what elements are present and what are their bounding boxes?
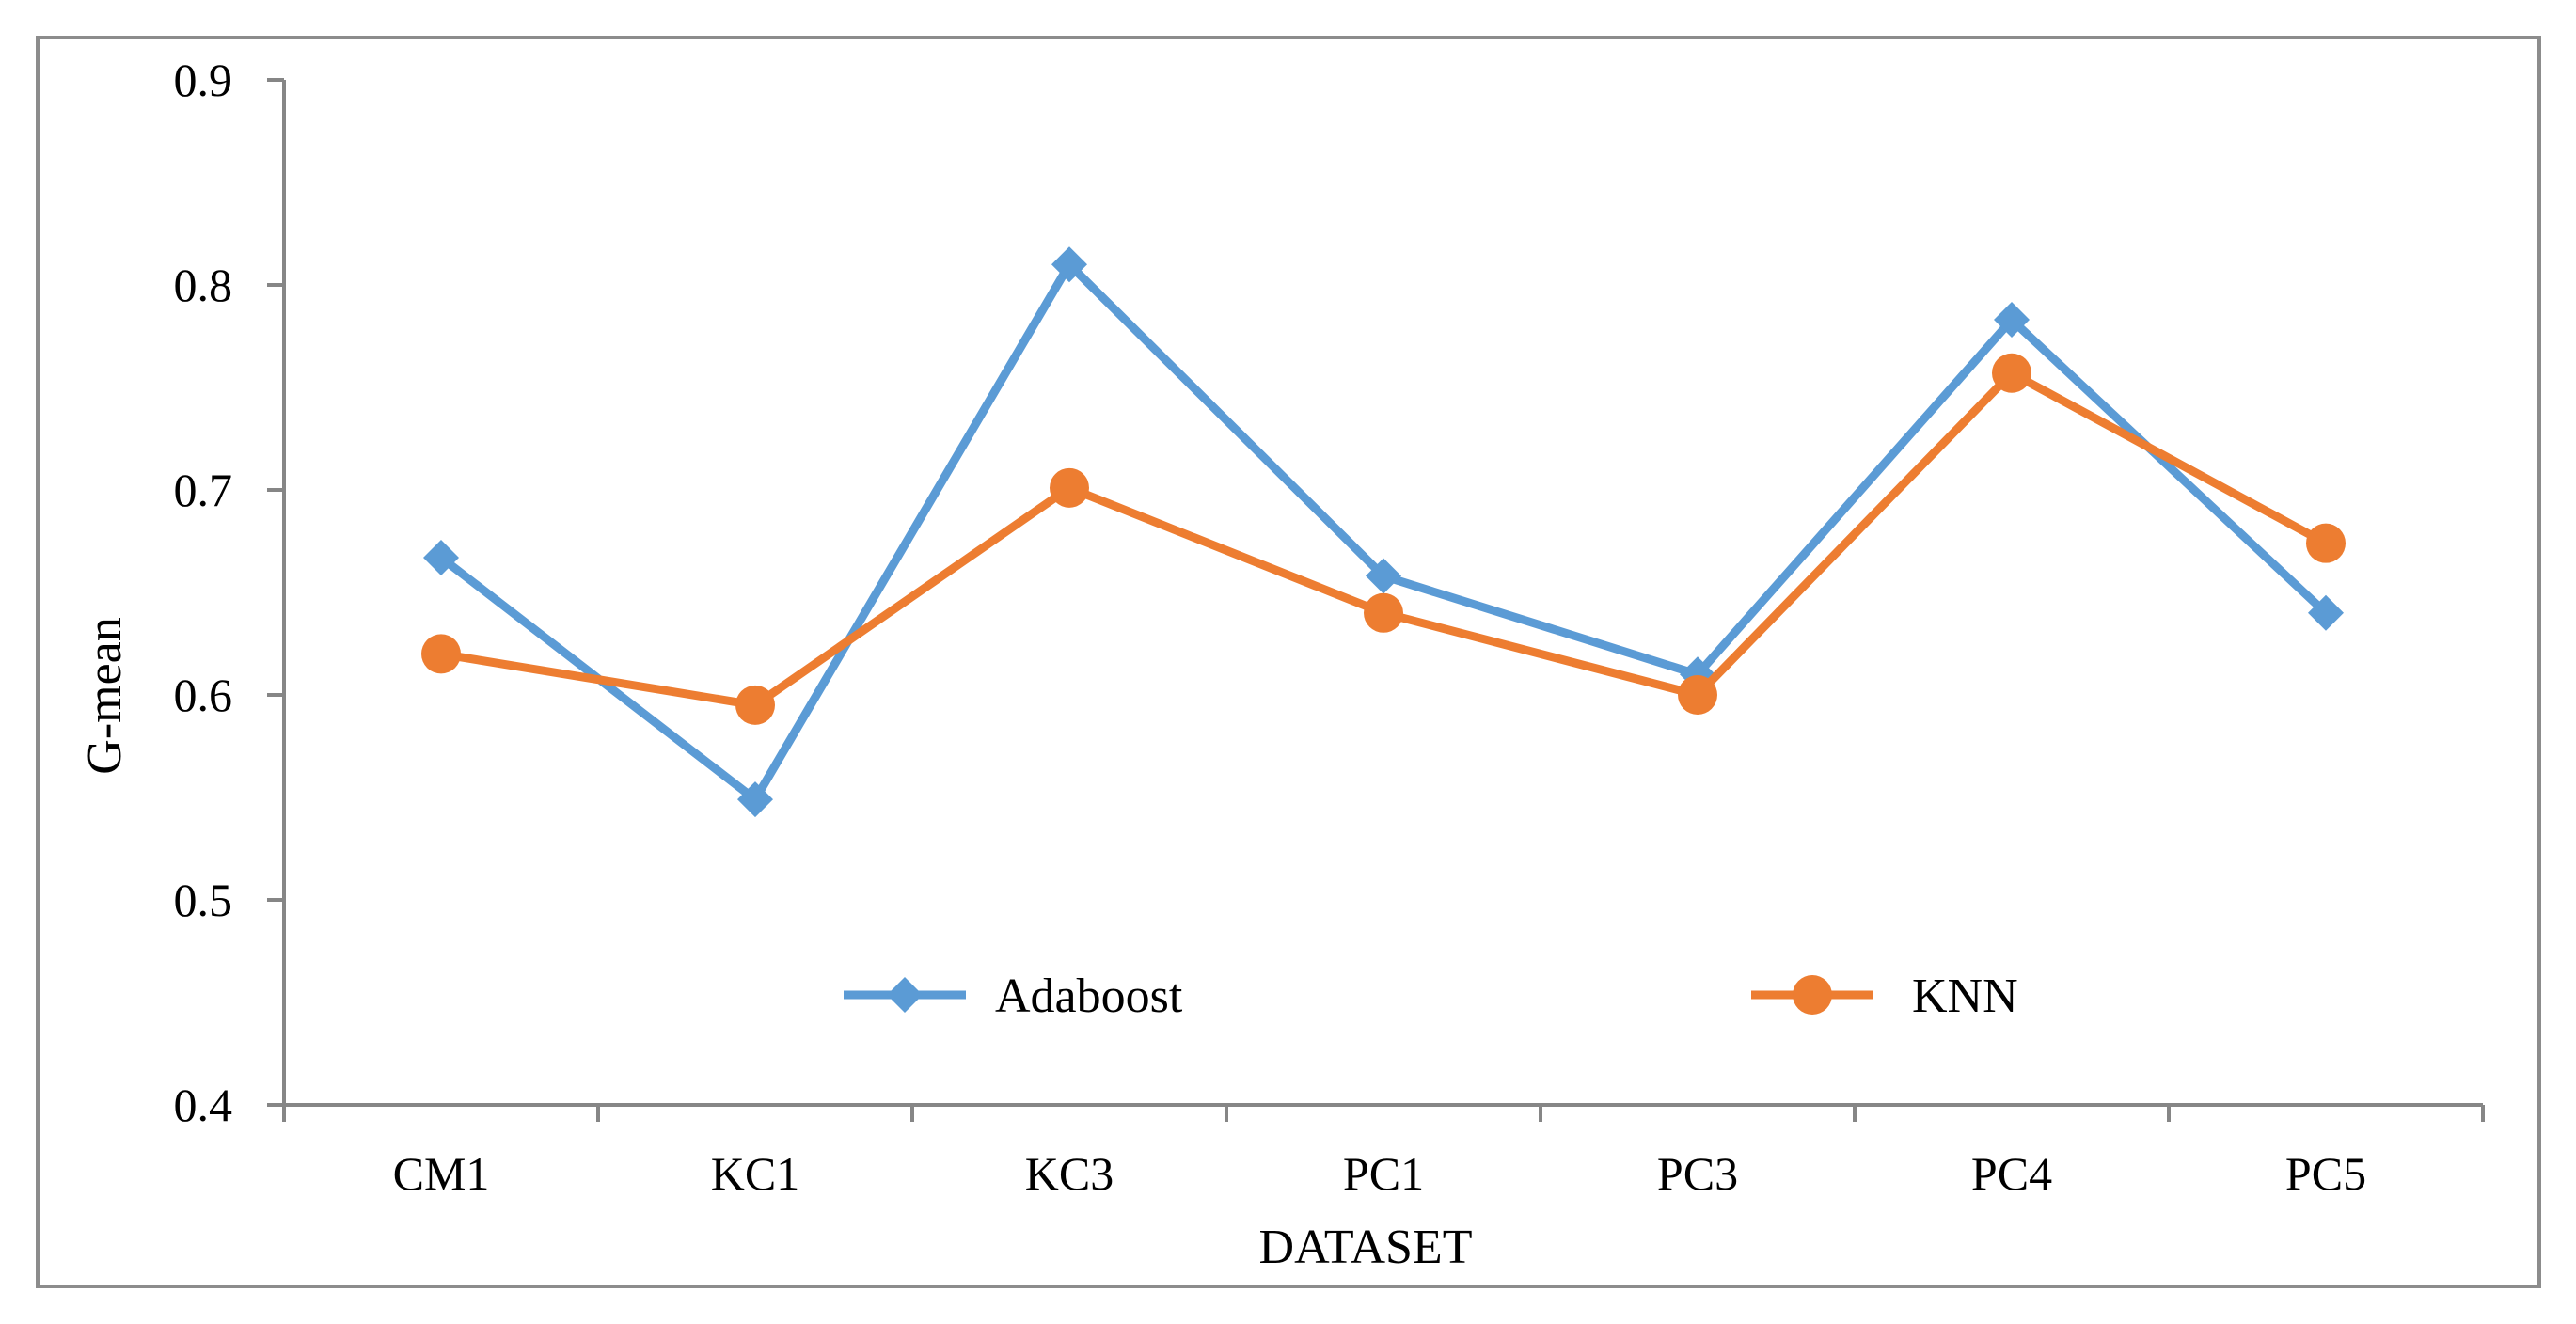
legend-marker — [887, 977, 923, 1013]
data-point-knn — [1678, 675, 1717, 715]
data-point-adaboost — [423, 539, 459, 575]
y-tick-label: 0.6 — [174, 669, 233, 721]
x-axis-title: DATASET — [1259, 1221, 1473, 1274]
data-point-adaboost — [737, 781, 773, 818]
axes: 0.4 0.5 0.6 0.7 0.8 0.9 CM1 KC1 KC3 PC1 PC3 PC4 PC5 — [174, 54, 2485, 1200]
data-point-knn — [421, 634, 461, 674]
x-tick-label: CM1 — [393, 1147, 490, 1200]
data-point-knn — [2306, 523, 2346, 563]
legend-label: Adaboost — [995, 969, 1183, 1023]
y-tick-label: 0.9 — [174, 54, 233, 106]
y-tick-label: 0.7 — [174, 464, 233, 516]
y-tick-label: 0.5 — [174, 874, 233, 926]
legend-entry-knn: KNN — [1751, 969, 2018, 1023]
y-tick-label: 0.4 — [174, 1079, 233, 1131]
data-point-adaboost — [2308, 594, 2344, 631]
data-point-adaboost — [1366, 558, 1401, 594]
series-layer — [421, 246, 2346, 818]
series-knn — [421, 353, 2346, 725]
legend-entry-adaboost: Adaboost — [844, 969, 1183, 1023]
data-point-knn — [735, 685, 775, 725]
x-tick-label: KC3 — [1025, 1147, 1114, 1200]
y-tick-label: 0.8 — [174, 259, 233, 311]
x-tick-label: KC1 — [711, 1147, 799, 1200]
y-axis-title: G-mean — [78, 617, 132, 774]
data-point-knn — [1992, 353, 2031, 393]
data-point-adaboost — [1994, 302, 2030, 339]
legend-marker — [1793, 975, 1832, 1015]
data-point-knn — [1364, 592, 1403, 633]
legend-label: KNN — [1912, 969, 2018, 1023]
data-point-adaboost — [1051, 246, 1087, 283]
data-point-knn — [1050, 467, 1089, 508]
chart-border — [36, 36, 2541, 1288]
x-tick-label: PC3 — [1657, 1147, 1738, 1200]
x-tick-label: PC4 — [1971, 1147, 2052, 1200]
x-tick-label: PC5 — [2285, 1147, 2366, 1200]
x-tick-label: PC1 — [1343, 1147, 1424, 1200]
legend: Adaboost KNN — [844, 969, 2018, 1023]
